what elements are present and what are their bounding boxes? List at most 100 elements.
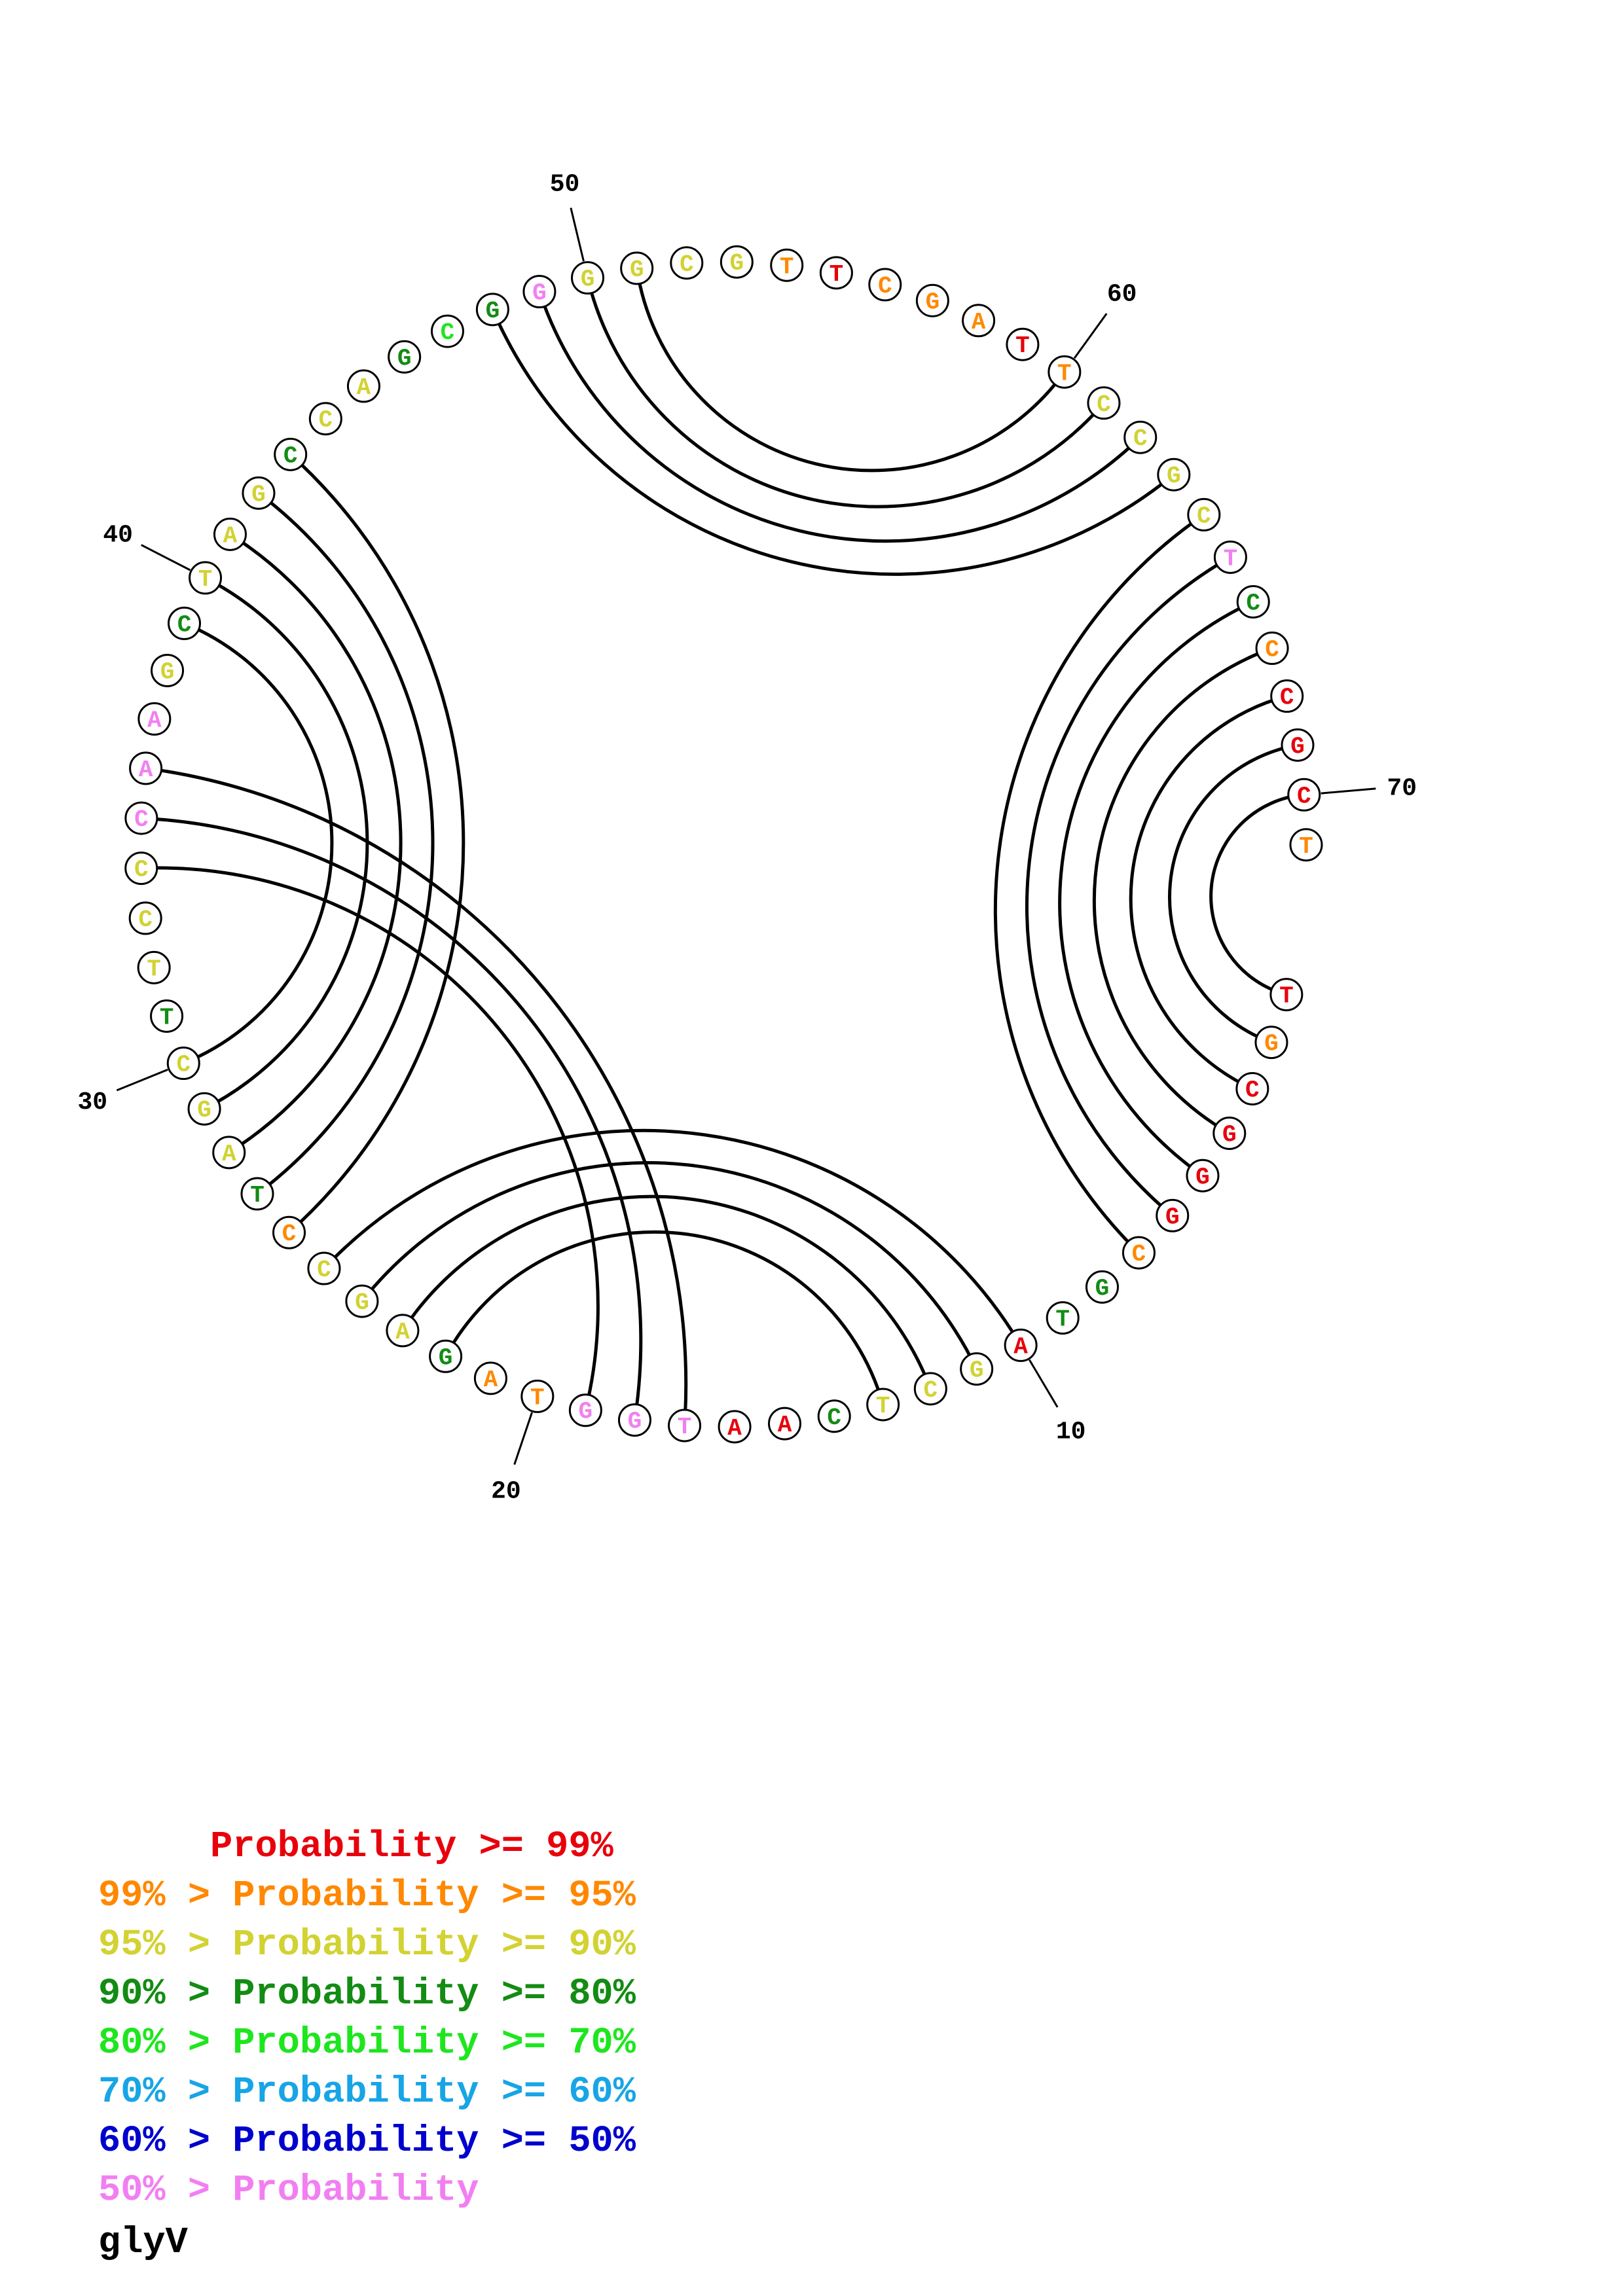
nucleotide: A (473, 1361, 507, 1395)
base-pair-arc (360, 1161, 978, 1370)
nucleotide: G (151, 653, 185, 687)
nucleotide: A (386, 1314, 420, 1348)
nucleotide-circle (1085, 1270, 1119, 1304)
nucleotide-circle (473, 1361, 507, 1395)
nucleotide: A (718, 1410, 752, 1444)
position-leader-line (116, 1068, 168, 1092)
nucleotide: C (1287, 778, 1321, 812)
nucleotide-circle (915, 283, 949, 317)
nucleotide: C (1122, 1236, 1156, 1270)
nucleotide-letter: G (251, 481, 266, 508)
nucleotide-circle (1006, 327, 1040, 361)
nucleotide-circle (166, 1047, 200, 1081)
nucleotide: T (520, 1379, 555, 1413)
nucleotide-letter: C (317, 1257, 331, 1283)
nucleotide: A (1004, 1328, 1038, 1362)
nucleotide: C (272, 1215, 306, 1249)
nucleotide-circle (962, 304, 996, 338)
nucleotide-circle (189, 561, 223, 595)
nucleotide-circle (620, 251, 654, 285)
nucleotide: G (475, 293, 509, 327)
legend-entry: 60% > Probability >= 50% (98, 2121, 636, 2162)
base-pair-arc (1058, 600, 1254, 1177)
nucleotide: G (388, 340, 422, 374)
nucleotide: C (274, 437, 308, 471)
nucleotide: C (670, 246, 704, 280)
nucleotide: T (1213, 540, 1247, 574)
legend-entry: 90% > Probability >= 80% (98, 1973, 636, 2015)
nucleotide-circle (129, 751, 163, 785)
legend-entry: 50% > Probability (98, 2170, 479, 2212)
nucleotide-letter: C (134, 806, 149, 833)
nucleotide-circle (767, 1407, 801, 1441)
nucleotide-circle (128, 901, 162, 935)
nucleotide-circle (386, 1314, 420, 1348)
nucleotide-letter: C (924, 1377, 938, 1404)
nucleotide-letter: C (1132, 1241, 1146, 1268)
nucleotide-letter: G (581, 266, 595, 293)
base-pair-arc (1129, 694, 1288, 1090)
position-leader-line (1029, 1359, 1059, 1408)
nucleotide-circle (868, 268, 902, 302)
nucleotide: T (668, 1408, 702, 1443)
nucleotide: C (1123, 420, 1158, 454)
position-leader-line (141, 544, 191, 571)
nucleotide-letter: A (139, 757, 153, 783)
nucleotide: T (1006, 327, 1040, 361)
nucleotide-letter: C (1265, 636, 1279, 663)
nucleotide-letter: A (484, 1367, 498, 1393)
nucleotide-circle (1269, 978, 1304, 1012)
nucleotide-circle (1236, 585, 1270, 619)
nucleotide-letter: T (678, 1414, 692, 1441)
nucleotide: C (1270, 679, 1304, 713)
position-label: 40 (103, 521, 133, 549)
legend-entry: 99% > Probability >= 95% (98, 1875, 636, 1917)
nucleotide-letter: C (441, 319, 455, 346)
nucleotide: C (1187, 497, 1221, 531)
position-leader-line (1321, 787, 1376, 795)
nucleotide: G (242, 476, 276, 510)
base-pair-arc (1167, 743, 1298, 1044)
nucleotide-circle (1187, 497, 1221, 531)
nucleotide-circle (1123, 420, 1158, 454)
base-pair-arc (228, 533, 403, 1154)
nucleotide-circle (1270, 679, 1304, 713)
nucleotide: G (1156, 1198, 1190, 1232)
nucleotide: T (1048, 355, 1082, 389)
nucleotide-letter: G (1290, 733, 1305, 760)
nucleotide-letter: G (1222, 1121, 1237, 1148)
nucleotide-letter: G (1095, 1275, 1110, 1302)
legend-entry: Probability >= 99% (98, 1826, 613, 1868)
base-pair-arc (183, 622, 334, 1065)
nucleotide-circle (1289, 828, 1323, 862)
nucleotide-circle (1213, 540, 1247, 574)
nucleotide-circle (429, 1339, 463, 1373)
nucleotide-letter: G (1195, 1164, 1210, 1191)
nucleotide: G (617, 1403, 651, 1437)
nucleotide: A (137, 702, 172, 736)
nucleotide-circle (124, 801, 158, 835)
base-pair-arc (491, 308, 1175, 576)
base-pair-arc (1209, 793, 1305, 997)
nucleotide-circle (960, 1352, 994, 1386)
nucleotide-circle (1156, 1198, 1190, 1232)
nucleotide: G (522, 275, 556, 309)
nucleotide-letter: A (357, 374, 371, 401)
position-label: 50 (550, 171, 580, 199)
nucleotide-letter: A (223, 522, 238, 549)
nucleotide-circle (522, 275, 556, 309)
nucleotide: G (429, 1339, 463, 1373)
nucleotide: C (166, 1047, 200, 1081)
nucleotide: C (124, 801, 158, 835)
nucleotide-circle (1157, 457, 1191, 492)
nucleotide-circle (187, 1092, 221, 1126)
base-pair-arc (586, 277, 1105, 509)
nucleotide-circle (520, 1379, 555, 1413)
base-pair-arc (993, 513, 1205, 1254)
nucleotide-circle (866, 1388, 900, 1422)
nucleotide-letter: G (730, 250, 744, 277)
nucleotide-circle (124, 852, 158, 886)
base-pair-arc (141, 816, 643, 1420)
nucleotide-circle (720, 245, 754, 279)
